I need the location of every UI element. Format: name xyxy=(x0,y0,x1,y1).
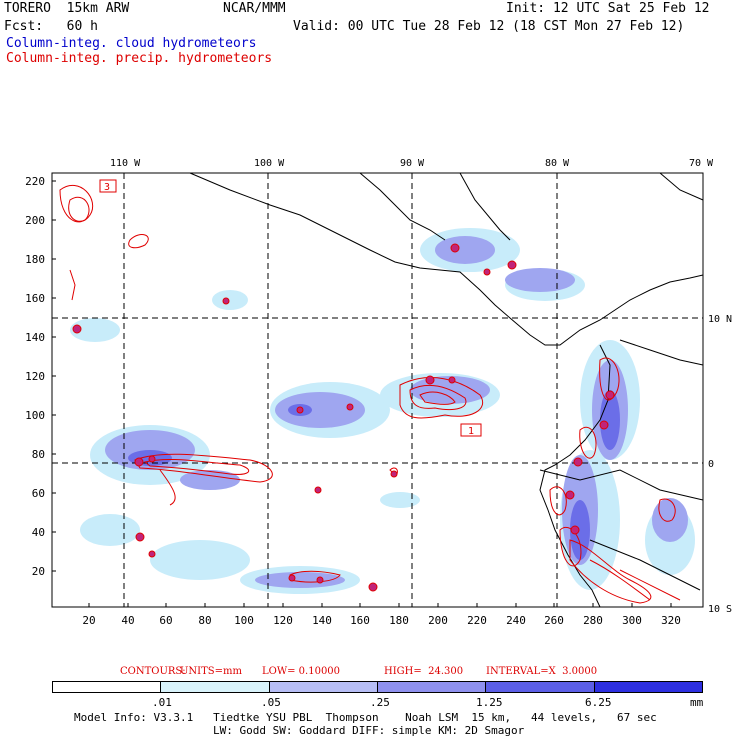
cloud-hydrometeors xyxy=(70,228,695,594)
box-label-3: 3 xyxy=(104,182,110,193)
x-tick: 100 xyxy=(234,614,254,627)
x-tick: 320 xyxy=(661,614,681,627)
model-title: TORERO 15km ARW xyxy=(4,1,130,16)
x-tick: 180 xyxy=(389,614,409,627)
x-tick: 160 xyxy=(350,614,370,627)
lat-lon-grid xyxy=(52,173,703,607)
lon-label: 70 W xyxy=(689,158,714,169)
legend-swatch xyxy=(486,682,595,692)
legend-swatch xyxy=(377,682,487,692)
precip-contours xyxy=(59,184,681,604)
model-physics: LW: Godd SW: Goddard DIFF: simple KM: 2D… xyxy=(213,724,525,737)
x-tick: 300 xyxy=(622,614,642,627)
contour-box-labels: 3 1 xyxy=(99,179,482,437)
forecast-hour: Fcst: 60 h xyxy=(4,19,98,34)
y-tick: 100 xyxy=(25,409,45,422)
x-tick-labels: 20 40 60 80 100 120 140 160 180 200 220 … xyxy=(82,614,681,627)
y-tick: 20 xyxy=(32,565,45,578)
precip-cores xyxy=(72,243,615,592)
x-tick: 260 xyxy=(544,614,564,627)
contours-high: HIGH= 24.300 xyxy=(384,666,464,677)
y-tick: 220 xyxy=(25,175,45,188)
lon-label: 100 W xyxy=(254,158,285,169)
x-tick: 80 xyxy=(198,614,211,627)
x-tick: 280 xyxy=(583,614,603,627)
lat-label: 10 N xyxy=(708,314,732,325)
model-info: Model Info: V3.3.1 Tiedtke YSU PBL Thomp… xyxy=(74,711,657,724)
legend-unit: mm xyxy=(690,696,704,709)
lon-labels: 110 W 100 W 90 W 80 W 70 W xyxy=(110,158,714,169)
y-tick: 180 xyxy=(25,253,45,266)
lat-labels: 10 N 0 10 S xyxy=(708,314,732,615)
legend-value: 1.25 xyxy=(476,696,503,709)
x-tick: 40 xyxy=(121,614,134,627)
lat-label: 10 S xyxy=(708,604,732,615)
legend-swatch xyxy=(161,682,270,692)
y-tick: 160 xyxy=(25,292,45,305)
y-tick: 120 xyxy=(25,370,45,383)
legend-value: 6.25 xyxy=(585,696,612,709)
init-time: Init: 12 UTC Sat 25 Feb 12 xyxy=(506,1,710,16)
y-tick: 60 xyxy=(32,487,45,500)
legend-value: .25 xyxy=(370,696,390,709)
x-tick: 60 xyxy=(159,614,172,627)
y-tick: 80 xyxy=(32,448,45,461)
y-tick: 200 xyxy=(25,214,45,227)
x-tick: 20 xyxy=(82,614,95,627)
forecast-map: 3 1 110 W 100 W 90 W 80 W 70 W 10 N 0 10… xyxy=(25,158,732,627)
lat-label: 0 xyxy=(708,459,714,470)
contours-units: UNITS=mm xyxy=(180,666,242,677)
x-tick: 200 xyxy=(428,614,448,627)
valid-time: Valid: 00 UTC Tue 28 Feb 12 (18 CST Mon … xyxy=(293,19,685,34)
coastlines xyxy=(189,172,704,608)
legend-swatch xyxy=(269,682,378,692)
contours-low: LOW= 0.10000 xyxy=(262,666,341,677)
x-tick: 240 xyxy=(506,614,526,627)
center-label: NCAR/MMM xyxy=(223,1,286,16)
x-tick: 220 xyxy=(467,614,487,627)
color-legend xyxy=(52,681,703,693)
lon-label: 110 W xyxy=(110,158,141,169)
legend-swatch xyxy=(594,682,702,692)
contours-interval: INTERVAL=X 3.0000 xyxy=(486,666,598,677)
x-tick-marks xyxy=(88,603,672,607)
y-tick: 40 xyxy=(32,526,45,539)
legend-swatch xyxy=(53,682,162,692)
legend-value: .01 xyxy=(152,696,172,709)
box-label-1: 1 xyxy=(468,426,474,437)
y-tick-marks xyxy=(52,180,56,572)
lon-label: 80 W xyxy=(545,158,570,169)
x-tick: 120 xyxy=(273,614,293,627)
lon-label: 90 W xyxy=(400,158,425,169)
legend-value: .05 xyxy=(261,696,281,709)
x-tick: 140 xyxy=(312,614,332,627)
y-tick: 140 xyxy=(25,331,45,344)
contours-label: CONTOURS: xyxy=(120,666,186,677)
field-cloud-label: Column-integ. cloud hydrometeors xyxy=(6,36,257,51)
y-tick-labels: 220 200 180 160 140 120 100 80 60 40 20 xyxy=(25,175,45,578)
field-precip-label: Column-integ. precip. hydrometeors xyxy=(6,51,273,66)
